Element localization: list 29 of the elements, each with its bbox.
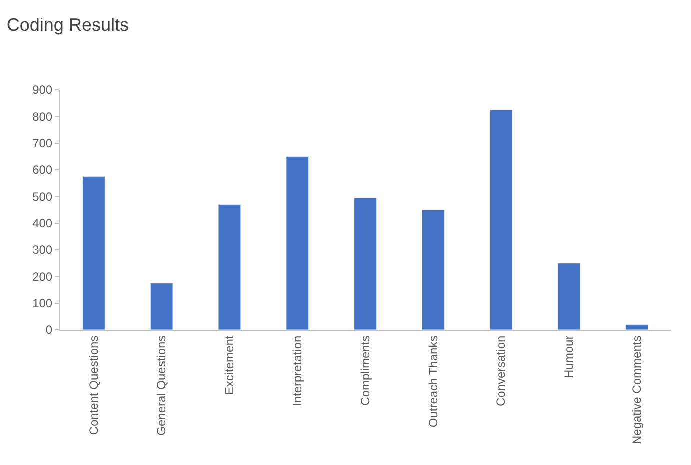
y-tick-label: 300: [32, 243, 53, 258]
x-tick-label: Compliments: [358, 336, 372, 406]
x-tick-label: Content Questions: [86, 336, 101, 436]
x-tick-label: Outreach Thanks: [426, 336, 440, 428]
x-tick-label: General Questions: [154, 336, 169, 436]
bar: [218, 204, 242, 330]
y-tick-label: 500: [32, 190, 53, 204]
x-tick-label: Negative Comments: [630, 336, 644, 445]
y-tick-label: 600: [32, 163, 53, 178]
bar: [354, 198, 377, 330]
y-tick-label: 100: [32, 296, 53, 311]
bar: [558, 263, 581, 330]
y-tick-label: 700: [32, 136, 53, 151]
y-tick-label: 400: [32, 216, 53, 231]
bar: [82, 176, 106, 330]
x-tick-label: Excitement: [222, 335, 237, 396]
y-tick-label: 0: [46, 323, 53, 338]
chart-title: Coding Results: [6, 15, 129, 36]
y-tick-label: 200: [32, 270, 53, 284]
x-tick-label: Interpretation: [290, 336, 305, 407]
bar: [626, 324, 649, 330]
bar: [422, 210, 445, 330]
x-tick-label: Humour: [562, 336, 576, 378]
y-tick-label: 800: [32, 110, 53, 124]
bar: [286, 156, 310, 330]
x-tick-label: Conversation: [494, 336, 508, 407]
bar: [490, 110, 513, 330]
bar: [150, 283, 174, 330]
y-tick-label: 900: [32, 83, 53, 98]
